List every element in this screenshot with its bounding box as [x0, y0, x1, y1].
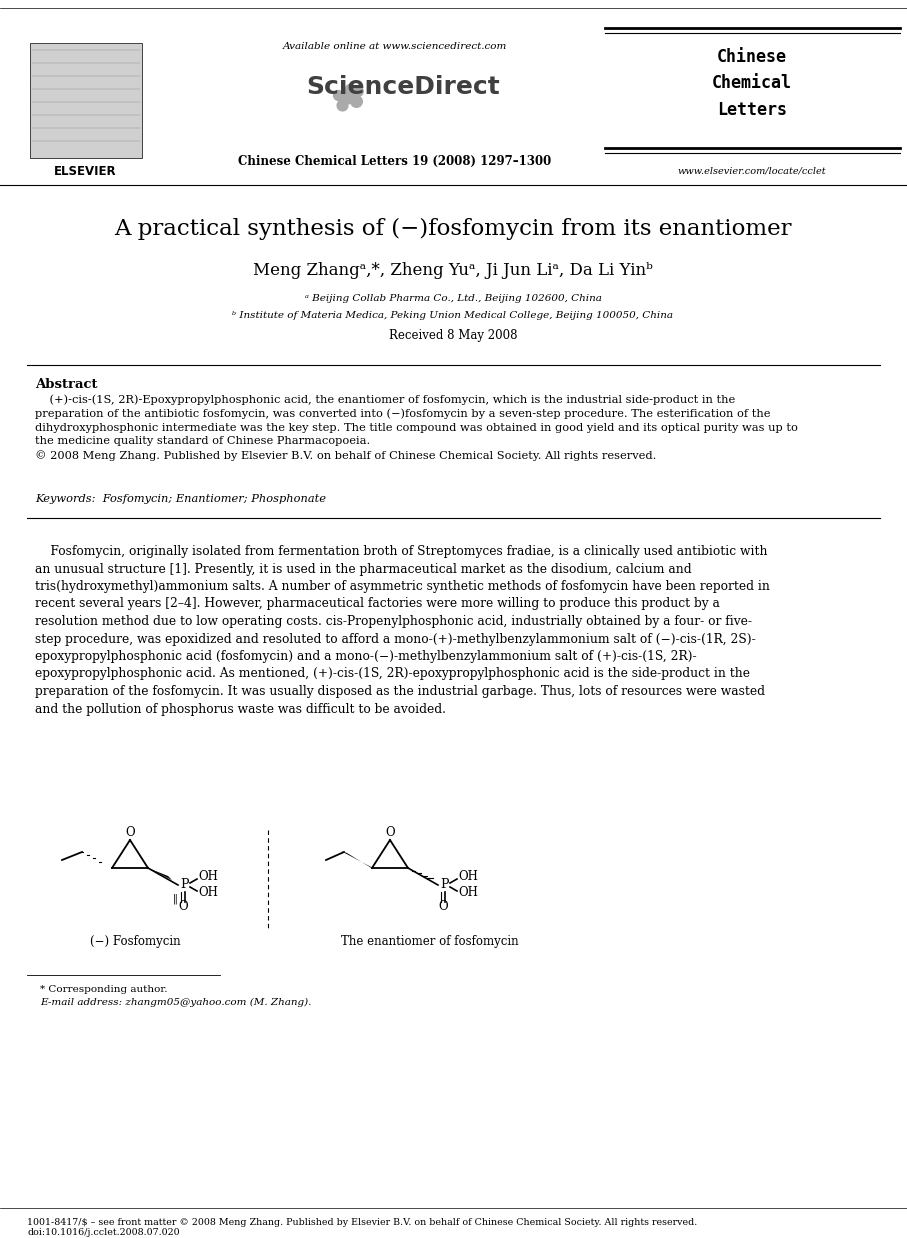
- Point: [343, 79, 357, 99]
- Text: P: P: [180, 879, 190, 891]
- Text: OH: OH: [458, 870, 478, 884]
- Text: OH: OH: [198, 886, 218, 900]
- Text: OH: OH: [458, 886, 478, 900]
- Text: O: O: [125, 826, 135, 838]
- Text: Chinese Chemical Letters 19 (2008) 1297–1300: Chinese Chemical Letters 19 (2008) 1297–…: [239, 155, 551, 168]
- Bar: [30, 43, 142, 158]
- Polygon shape: [148, 868, 172, 880]
- Text: (−) Fosfomycin: (−) Fosfomycin: [90, 935, 180, 948]
- Text: A practical synthesis of (−)fosfomycin from its enantiomer: A practical synthesis of (−)fosfomycin f…: [114, 218, 792, 240]
- Text: doi:10.1016/j.cclet.2008.07.020: doi:10.1016/j.cclet.2008.07.020: [27, 1228, 180, 1237]
- Text: Chinese
Chemical
Letters: Chinese Chemical Letters: [712, 48, 792, 119]
- Text: Available online at www.sciencedirect.com: Available online at www.sciencedirect.co…: [283, 42, 507, 51]
- Text: ScienceDirect: ScienceDirect: [307, 76, 500, 99]
- Text: Received 8 May 2008: Received 8 May 2008: [389, 329, 517, 342]
- Text: OH: OH: [198, 870, 218, 884]
- Text: O: O: [178, 900, 188, 914]
- Text: The enantiomer of fosfomycin: The enantiomer of fosfomycin: [341, 935, 519, 948]
- Text: (+)-cis-(1S, 2R)-Epoxypropylphosphonic acid, the enantiomer of fosfomycin, which: (+)-cis-(1S, 2R)-Epoxypropylphosphonic a…: [35, 394, 798, 461]
- Text: * Corresponding author.: * Corresponding author.: [40, 985, 168, 994]
- Text: Abstract: Abstract: [35, 378, 97, 391]
- Point: [351, 82, 366, 102]
- Point: [349, 92, 364, 111]
- Text: 1001-8417/$ – see front matter © 2008 Meng Zhang. Published by Elsevier B.V. on : 1001-8417/$ – see front matter © 2008 Me…: [27, 1218, 697, 1227]
- Text: Meng Zhangᵃ,*, Zheng Yuᵃ, Ji Jun Liᵃ, Da Li Yinᵇ: Meng Zhangᵃ,*, Zheng Yuᵃ, Ji Jun Liᵃ, Da…: [253, 262, 653, 279]
- Text: ‖: ‖: [172, 894, 178, 904]
- Polygon shape: [341, 851, 373, 869]
- Text: ᵇ Institute of Materia Medica, Peking Union Medical College, Beijing 100050, Chi: ᵇ Institute of Materia Medica, Peking Un…: [232, 311, 674, 319]
- Text: ELSEVIER: ELSEVIER: [54, 165, 116, 178]
- Text: Fosfomycin, originally isolated from fermentation broth of Streptomyces fradiae,: Fosfomycin, originally isolated from fer…: [35, 545, 770, 716]
- Point: [341, 87, 356, 106]
- Point: [335, 95, 349, 115]
- Text: E-mail address: zhangm05@yahoo.com (M. Zhang).: E-mail address: zhangm05@yahoo.com (M. Z…: [40, 998, 311, 1008]
- Text: O: O: [438, 900, 448, 914]
- Text: O: O: [385, 826, 395, 838]
- Point: [331, 85, 346, 105]
- Text: P: P: [441, 879, 449, 891]
- Text: Keywords:  Fosfomycin; Enantiomer; Phosphonate: Keywords: Fosfomycin; Enantiomer; Phosph…: [35, 494, 326, 504]
- Text: www.elsevier.com/locate/cclet: www.elsevier.com/locate/cclet: [678, 166, 826, 175]
- Text: ᵃ Beijing Collab Pharma Co., Ltd., Beijing 102600, China: ᵃ Beijing Collab Pharma Co., Ltd., Beiji…: [305, 293, 601, 303]
